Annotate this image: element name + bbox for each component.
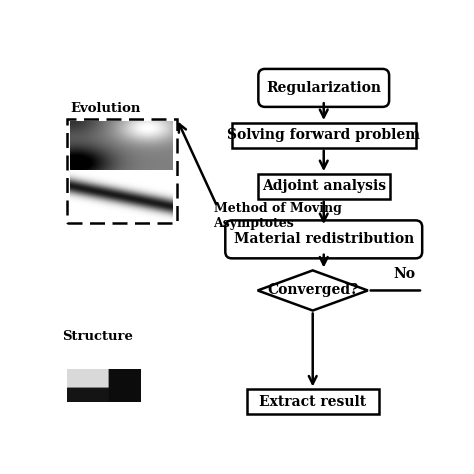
Text: Evolution: Evolution: [70, 102, 140, 115]
Bar: [66, 119, 177, 223]
Text: Solving forward problem: Solving forward problem: [227, 128, 420, 142]
Polygon shape: [257, 270, 368, 310]
Text: Converged?: Converged?: [267, 283, 358, 298]
Text: Extract result: Extract result: [259, 395, 366, 409]
Bar: [258, 174, 390, 199]
Text: Structure: Structure: [63, 330, 133, 343]
Text: No: No: [393, 267, 416, 282]
Bar: [246, 389, 379, 414]
Bar: [232, 123, 416, 148]
Text: Material redistribution: Material redistribution: [234, 232, 414, 246]
FancyBboxPatch shape: [225, 220, 422, 258]
Text: Method of Moving
Asymptotes: Method of Moving Asymptotes: [213, 201, 341, 229]
Text: Adjoint analysis: Adjoint analysis: [262, 180, 386, 193]
Text: Regularization: Regularization: [266, 81, 381, 95]
FancyBboxPatch shape: [258, 69, 389, 107]
